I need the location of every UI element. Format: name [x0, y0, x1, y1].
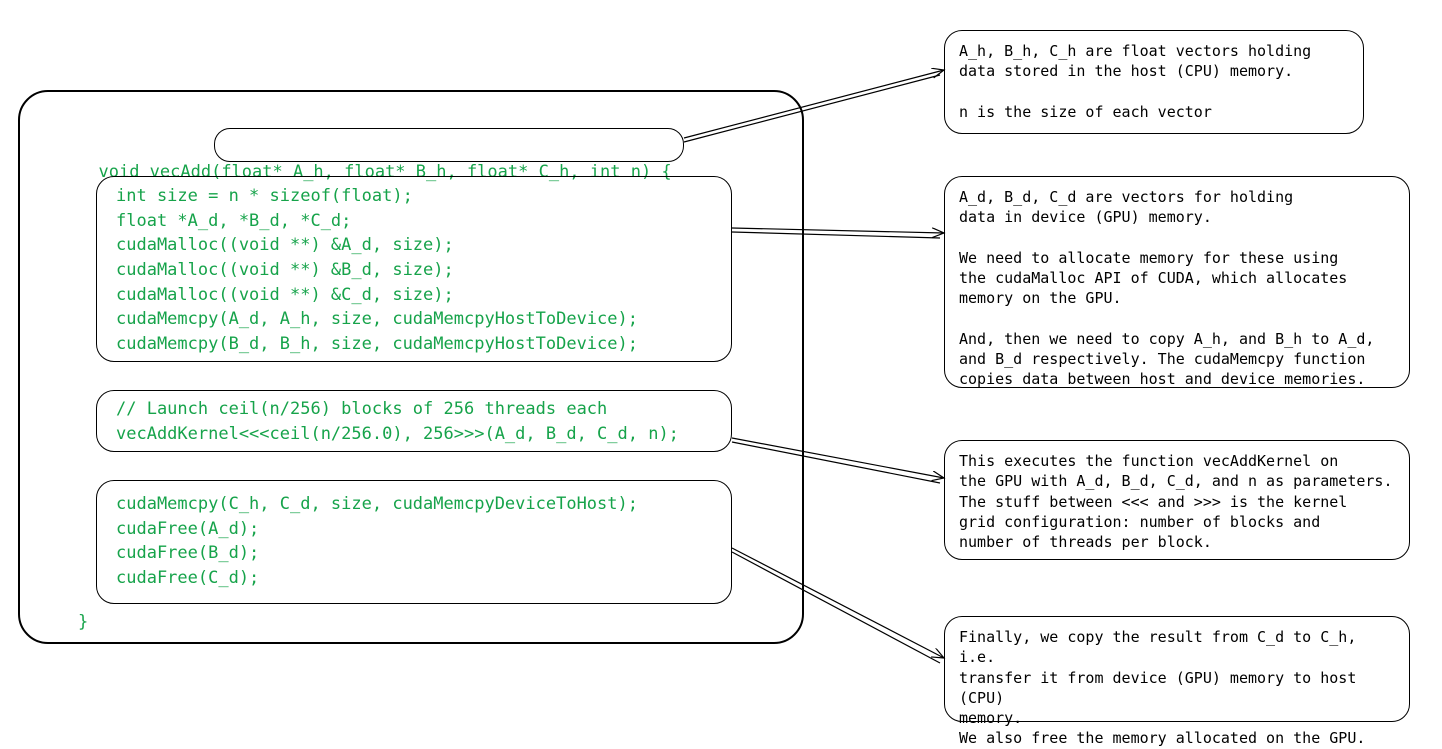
block2-code: // Launch ceil(n/256) blocks of 256 thre… [116, 397, 679, 446]
code-close-brace: } [78, 610, 88, 635]
annotation-4: Finally, we copy the result from C_d to … [944, 616, 1410, 722]
param-highlight-box [214, 128, 684, 162]
block1-code: int size = n * sizeof(float); float *A_d… [116, 184, 638, 356]
annotation-3: This executes the function vecAddKernel … [944, 440, 1410, 560]
annotation-1: A_h, B_h, C_h are float vectors holding … [944, 30, 1364, 134]
annotation-2: A_d, B_d, C_d are vectors for holding da… [944, 176, 1410, 388]
block3-code: cudaMemcpy(C_h, C_d, size, cudaMemcpyDev… [116, 492, 638, 591]
